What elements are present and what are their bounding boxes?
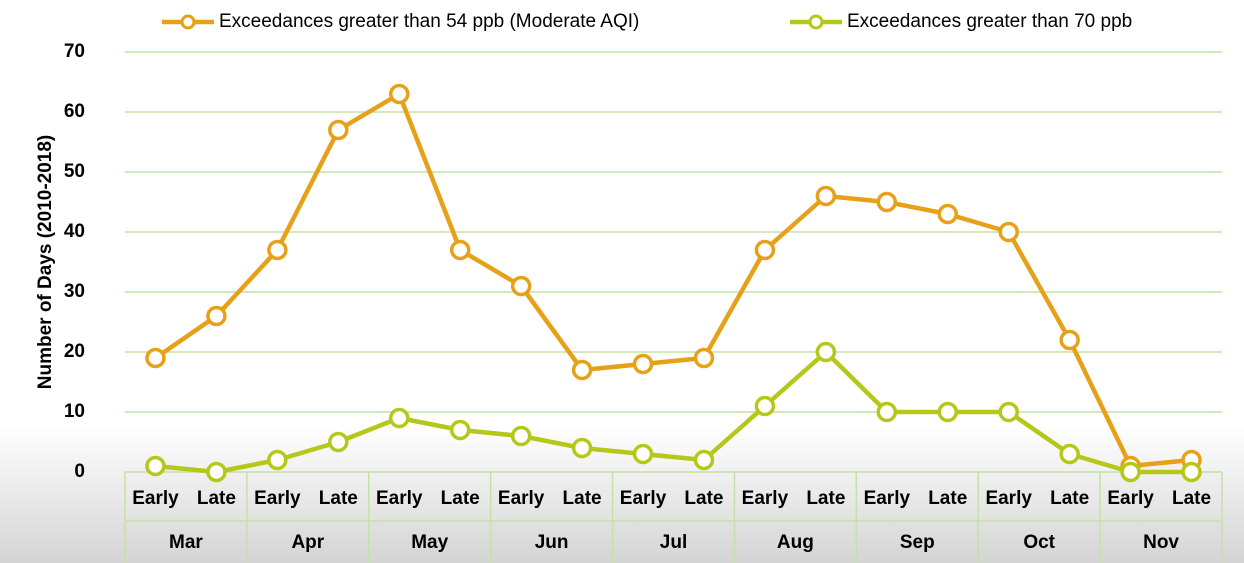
data-point: [1059, 443, 1080, 465]
data-point: [876, 401, 898, 423]
x-tick-label: Late: [1050, 488, 1089, 509]
data-point: [693, 449, 715, 471]
data-point: [754, 395, 776, 417]
y-tick-label: 0: [74, 461, 85, 482]
data-point: [815, 185, 837, 207]
data-point: [632, 443, 654, 465]
x-tick-label: Early: [1107, 488, 1154, 509]
data-point: [937, 203, 958, 225]
x-tick-label: Early: [985, 488, 1032, 509]
x-group-label: Jul: [660, 532, 687, 553]
data-point: [328, 119, 349, 141]
x-group-label: Oct: [1023, 532, 1055, 553]
data-point: [449, 239, 471, 261]
x-group-label: Nov: [1143, 532, 1179, 553]
data-point: [389, 407, 410, 429]
data-point: [328, 431, 349, 453]
x-tick-label: Early: [742, 488, 789, 509]
x-tick-label: Late: [319, 488, 358, 509]
data-point: [510, 425, 532, 447]
data-point: [145, 455, 166, 477]
data-point: [1059, 329, 1080, 351]
legend-label: Exceedances greater than 54 ppb (Moderat…: [219, 11, 639, 32]
data-point: [571, 437, 593, 459]
y-tick-label: 50: [64, 161, 85, 182]
x-tick-label: Early: [132, 488, 179, 509]
x-group-label: Aug: [777, 532, 814, 553]
data-point: [267, 449, 288, 471]
series-line: [154, 91, 1192, 469]
x-group-label: Mar: [169, 532, 203, 553]
y-tick-label: 20: [64, 341, 85, 362]
data-point: [1181, 461, 1202, 483]
x-tick-label: Late: [1172, 488, 1211, 509]
x-tick-label: Early: [376, 488, 423, 509]
x-group-label: Sep: [900, 532, 935, 553]
x-group-label: May: [411, 532, 448, 553]
x-tick-label: Late: [441, 488, 480, 509]
x-tick-label: Early: [254, 488, 301, 509]
y-tick-label: 10: [64, 401, 85, 422]
x-group-label: Jun: [535, 532, 569, 553]
y-tick-label: 30: [64, 281, 85, 302]
x-tick-label: Late: [197, 488, 236, 509]
legend-label: Exceedances greater than 70 ppb: [847, 11, 1132, 32]
y-axis-label: Number of Days (2010-2018): [35, 135, 56, 390]
x-tick-label: Late: [806, 488, 845, 509]
x-tick-label: Late: [684, 488, 723, 509]
data-point: [693, 347, 715, 369]
data-point: [815, 341, 837, 363]
data-point: [267, 239, 288, 261]
legend-marker: [808, 14, 824, 30]
data-point: [510, 275, 532, 297]
data-point: [998, 221, 1019, 243]
x-tick-label: Early: [498, 488, 545, 509]
data-point: [571, 359, 593, 381]
series-line: [155, 349, 1192, 475]
data-point: [937, 401, 958, 423]
y-tick-label: 40: [64, 221, 85, 242]
y-tick-label: 70: [64, 41, 85, 62]
data-point: [998, 401, 1019, 423]
data-point: [389, 83, 410, 105]
x-tick-label: Early: [864, 488, 911, 509]
x-tick-label: Late: [563, 488, 602, 509]
data-point: [754, 239, 776, 261]
background-fade: [0, 425, 1244, 563]
data-point: [206, 461, 227, 483]
x-tick-label: Early: [620, 488, 667, 509]
y-tick-label: 60: [64, 101, 85, 122]
data-point: [449, 419, 471, 441]
legend-marker: [180, 14, 196, 30]
data-point: [145, 347, 166, 369]
data-point: [206, 305, 227, 327]
x-tick-label: Late: [928, 488, 967, 509]
x-group-label: Apr: [291, 532, 324, 553]
data-point: [876, 191, 898, 213]
data-point: [1120, 461, 1141, 483]
data-point: [632, 353, 654, 375]
